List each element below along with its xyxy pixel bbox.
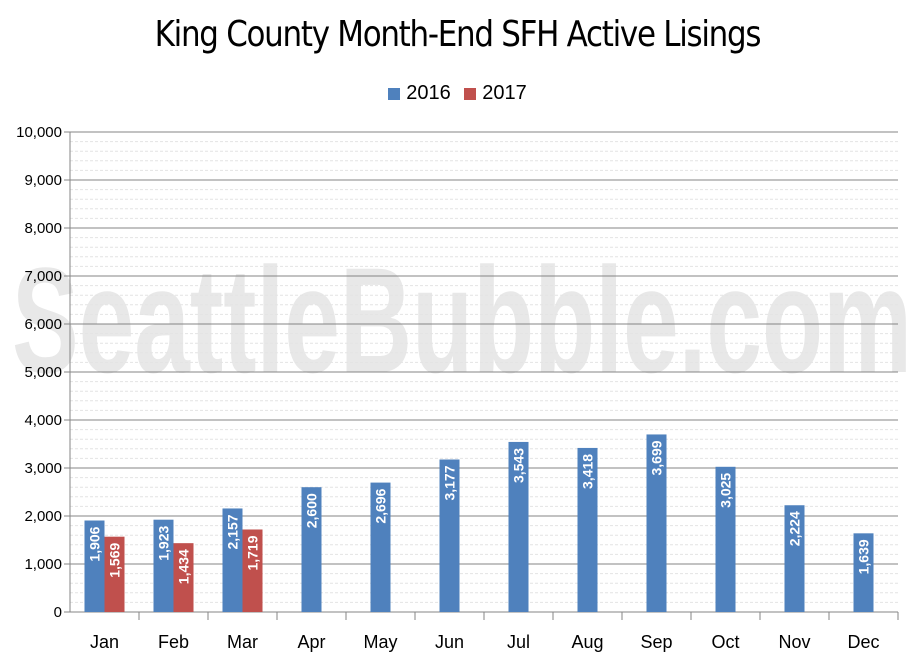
data-label-2016-jan: 1,906 — [86, 526, 102, 561]
x-tick-label-sep: Sep — [640, 632, 672, 652]
y-tick-label: 3,000 — [24, 460, 62, 477]
legend-item-2016: 2016 — [388, 82, 451, 105]
data-label-2017-mar: 1,719 — [245, 535, 261, 570]
x-tick-label-jul: Jul — [507, 632, 530, 652]
x-tick-label-mar: Mar — [227, 632, 258, 652]
x-tick-label-apr: Apr — [297, 632, 325, 652]
bar-2016-apr — [301, 487, 322, 612]
x-tick-label-dec: Dec — [847, 632, 879, 652]
legend-swatch-2017 — [464, 87, 477, 100]
data-label-2016-sep: 3,699 — [649, 440, 665, 475]
legend: 2016 2017 — [0, 82, 915, 106]
data-label-2016-mar: 2,157 — [224, 514, 240, 549]
bar-2016-dec — [853, 533, 874, 612]
y-tick-label: 6,000 — [24, 316, 62, 333]
y-tick-label: 9,000 — [24, 172, 62, 189]
bar-2016-jul — [508, 441, 529, 612]
y-tick-label: 1,000 — [24, 556, 62, 573]
data-label-2016-jul: 3,543 — [511, 448, 527, 483]
chart-title: King County Month-End SFH Active Lisings — [154, 14, 762, 55]
bar-2016-nov — [784, 505, 805, 612]
legend-label-2016: 2016 — [406, 82, 451, 104]
legend-item-2017: 2017 — [464, 82, 527, 105]
data-label-2016-aug: 3,418 — [580, 454, 596, 489]
bar-2016-may — [370, 482, 391, 612]
data-label-2016-feb: 1,923 — [155, 525, 171, 560]
bar-2016-feb — [153, 519, 174, 612]
x-tick-label-jan: Jan — [90, 632, 119, 652]
bar-2017-mar — [242, 529, 263, 612]
bar-2016-aug — [577, 447, 598, 612]
data-label-2016-jun: 3,177 — [442, 465, 458, 500]
bar-2017-jan — [104, 536, 125, 612]
data-label-2016-oct: 3,025 — [718, 473, 734, 508]
legend-label-2017: 2017 — [482, 82, 527, 104]
y-tick-label: 10,000 — [16, 124, 62, 141]
x-tick-label-aug: Aug — [571, 632, 603, 652]
data-label-2016-dec: 1,639 — [856, 539, 872, 574]
data-label-2017-feb: 1,434 — [176, 549, 192, 584]
x-tick-label-feb: Feb — [158, 632, 189, 652]
x-tick-label-nov: Nov — [778, 632, 810, 652]
x-tick-label-jun: Jun — [435, 632, 464, 652]
y-tick-label: 8,000 — [24, 220, 62, 237]
y-tick-label: 2,000 — [24, 508, 62, 525]
data-label-2016-nov: 2,224 — [787, 511, 803, 546]
watermark-text: SeattleBubble.com — [12, 236, 912, 404]
y-tick-label: 7,000 — [24, 268, 62, 285]
bar-2016-mar — [222, 508, 243, 612]
x-tick-label-oct: Oct — [711, 632, 739, 652]
y-tick-label: 0 — [54, 604, 62, 621]
data-label-2016-apr: 2,600 — [304, 493, 320, 528]
bar-2016-sep — [646, 434, 667, 612]
x-tick-label-may: May — [363, 632, 397, 652]
bar-2016-jun — [439, 459, 460, 612]
y-tick-label: 5,000 — [24, 364, 62, 381]
bar-2016-jan — [84, 520, 105, 612]
bar-2016-oct — [715, 466, 736, 612]
bar-2017-feb — [173, 543, 194, 612]
y-tick-label: 4,000 — [24, 412, 62, 429]
data-label-2016-may: 2,696 — [373, 488, 389, 523]
data-label-2017-jan: 1,569 — [107, 542, 123, 577]
legend-swatch-2016 — [388, 87, 401, 100]
